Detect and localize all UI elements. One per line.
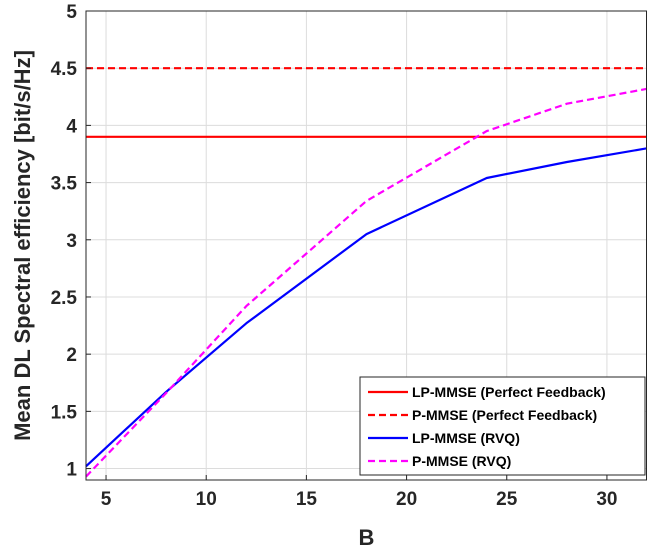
y-tick-label: 1	[66, 460, 77, 481]
x-tick-label: 25	[496, 489, 518, 510]
series-lines	[85, 67, 647, 478]
legend-label: LP-MMSE (RVQ)	[412, 430, 520, 446]
x-tick-label: 10	[196, 489, 217, 510]
legend-label: P-MMSE (RVQ)	[412, 453, 511, 469]
legend-label: LP-MMSE (Perfect Feedback)	[412, 384, 606, 400]
x-tick-label: 30	[596, 489, 617, 510]
y-tick-label: 3.5	[51, 174, 78, 195]
y-axis-label: Mean DL Spectral efficiency [bit/s/Hz]	[10, 50, 35, 441]
x-tick-label: 15	[296, 489, 318, 510]
y-tick-label: 4.5	[51, 59, 78, 80]
y-tick-label: 2	[66, 345, 77, 366]
x-ticks: 5 10 15 20 25 30	[101, 475, 617, 510]
y-tick-label: 5	[66, 2, 77, 23]
x-tick-label: 5	[101, 489, 112, 510]
series-line-4	[85, 87, 647, 478]
legend: LP-MMSE (Perfect Feedback) P-MMSE (Perfec…	[359, 376, 646, 476]
x-tick-label: 20	[396, 489, 417, 510]
y-tick-label: 4	[66, 116, 77, 137]
legend-label: P-MMSE (Perfect Feedback)	[412, 407, 597, 423]
y-tick-label: 3	[66, 231, 77, 252]
y-tick-label: 1.5	[51, 402, 78, 423]
x-axis-label: B	[359, 525, 375, 550]
y-ticks: 1 1.5 2 2.5 3 3.5 4 4.5 5	[51, 2, 91, 481]
legend-box	[359, 376, 646, 476]
y-tick-label: 2.5	[51, 288, 78, 309]
